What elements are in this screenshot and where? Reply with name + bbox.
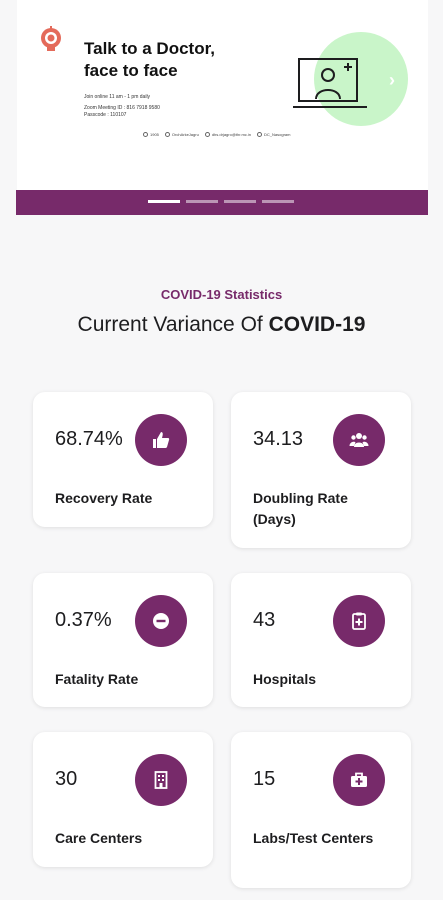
- banner-title-line1: Talk to a Doctor,: [84, 39, 215, 58]
- carousel-dots: [148, 200, 294, 203]
- next-slide-icon[interactable]: ›: [389, 70, 395, 90]
- stat-card-doubling-rate[interactable]: 34.13 Doubling Rate (Days): [231, 392, 411, 548]
- phone-icon: [143, 132, 148, 137]
- carousel-dot-2[interactable]: [186, 200, 218, 203]
- carousel-dot-3[interactable]: [224, 200, 256, 203]
- section-title-bold: COVID-19: [268, 313, 366, 336]
- doctor-banner[interactable]: Talk to a Doctor, face to face Join onli…: [17, 0, 428, 190]
- stat-label: Fatality Rate: [55, 671, 139, 687]
- contact-instagram-text: DC_Nasogram: [264, 132, 291, 137]
- facebook-icon: [164, 132, 170, 137]
- clipboard-icon: [333, 595, 385, 647]
- stat-card-labs-test-centers[interactable]: 15 Labs/Test Centers: [231, 732, 411, 888]
- passcode-text: Passcode : 110107: [84, 112, 127, 118]
- thumbs-up-icon: [135, 414, 187, 466]
- video-doctor-icon: [293, 58, 367, 108]
- carousel-indicator-bar: [16, 190, 428, 215]
- carousel-dot-4[interactable]: [262, 200, 294, 203]
- banner-title: Talk to a Doctor, face to face: [84, 38, 294, 82]
- minus-circle-icon: [135, 595, 187, 647]
- email-icon: [204, 132, 210, 137]
- contact-phone[interactable]: 1905: [143, 132, 159, 137]
- stat-card-recovery-rate[interactable]: 68.74% Recovery Rate: [33, 392, 213, 527]
- stat-card-hospitals[interactable]: 43 Hospitals: [231, 573, 411, 707]
- stat-label: Hospitals: [253, 671, 317, 687]
- contact-facebook-text: OrchArkeJagru: [171, 132, 199, 137]
- section-title: Current Variance Of COVID-19: [0, 313, 443, 337]
- contact-email[interactable]: dhs.drjagro@thr.mc.in: [204, 132, 251, 137]
- users-group-icon: [333, 414, 385, 466]
- stat-value: 34.13: [253, 428, 304, 450]
- contact-email-text: dhs.drjagro@thr.mc.in: [211, 132, 251, 137]
- instagram-icon: [257, 132, 262, 137]
- join-time-text: Join online 11 am - 1 pm daily: [84, 94, 151, 100]
- building-icon: [135, 754, 187, 806]
- government-emblem-icon: [41, 26, 61, 51]
- stat-value: 68.74%: [55, 428, 123, 450]
- contact-phone-text: 1905: [150, 132, 159, 137]
- stat-label: Doubling Rate (Days): [253, 490, 348, 527]
- banner-info: Join online 11 am - 1 pm daily Zoom Meet…: [84, 94, 160, 119]
- stat-label: Care Centers: [55, 830, 143, 846]
- stat-card-fatality-rate[interactable]: 0.37% Fatality Rate: [33, 573, 213, 707]
- meeting-id-text: Zoom Meeting ID : 816 7918 9580: [84, 105, 160, 111]
- stat-card-care-centers[interactable]: 30 Care Centers: [33, 732, 213, 867]
- medical-kit-icon: [333, 754, 385, 806]
- stat-value: 15: [253, 768, 276, 790]
- green-circle-decoration: [314, 32, 408, 126]
- stat-value: 43: [253, 609, 276, 631]
- banner-title-line2: face to face: [84, 61, 178, 80]
- stat-label: Recovery Rate: [55, 490, 153, 506]
- contact-instagram[interactable]: DC_Nasogram: [257, 132, 290, 137]
- contact-list: 1905 OrchArkeJagru dhs.drjagro@thr.mc.in…: [143, 132, 290, 137]
- carousel-dot-1[interactable]: [148, 200, 180, 203]
- stat-value: 30: [55, 768, 78, 790]
- stat-label: Labs/Test Centers: [253, 830, 374, 846]
- section-title-prefix: Current Variance Of: [77, 313, 269, 336]
- section-label: COVID-19 Statistics: [160, 287, 283, 302]
- stat-value: 0.37%: [55, 609, 112, 631]
- contact-facebook[interactable]: OrchArkeJagru: [164, 132, 199, 137]
